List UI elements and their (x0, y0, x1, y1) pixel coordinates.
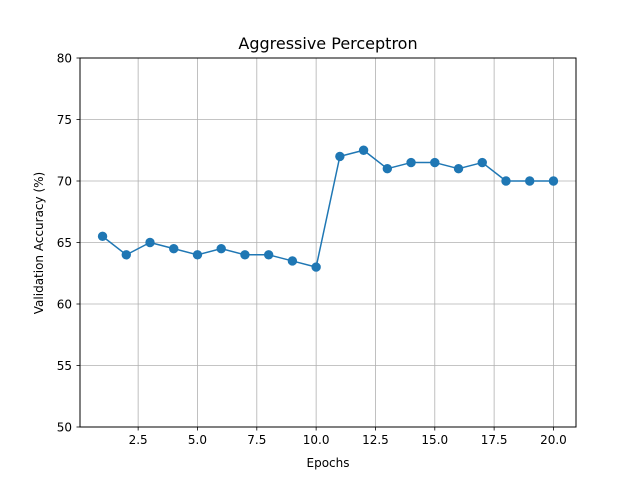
x-tick-label: 15.0 (421, 433, 448, 447)
y-tick-label: 60 (57, 298, 72, 312)
data-point (453, 164, 464, 174)
data-point (287, 256, 298, 266)
x-tick-label: 10.0 (303, 433, 330, 447)
data-point (311, 262, 321, 272)
data-point (121, 250, 131, 260)
x-tick-label: 17.5 (481, 433, 508, 447)
y-tick-label: 55 (57, 359, 72, 373)
data-point (216, 243, 226, 254)
y-axis-label: Validation Accuracy (%) (32, 172, 46, 314)
data-point (335, 151, 345, 162)
chart-labels: Aggressive Perceptron Epochs Validation … (32, 34, 418, 470)
x-tick-label: 2.5 (129, 433, 148, 447)
data-point (382, 164, 393, 174)
x-axis-label: Epochs (307, 456, 350, 470)
data-point (477, 157, 487, 168)
data-point (169, 243, 179, 254)
data-point (240, 250, 250, 260)
y-tick-label: 80 (57, 52, 72, 66)
x-tick-label: 5.0 (188, 433, 207, 447)
y-tick-label: 75 (57, 113, 72, 127)
chart-title: Aggressive Perceptron (238, 34, 417, 53)
data-point (501, 176, 511, 186)
data-point (358, 145, 369, 155)
y-tick-label: 70 (57, 175, 72, 189)
x-tick-label: 20.0 (540, 433, 567, 447)
data-point (430, 157, 440, 168)
x-tick-label: 12.5 (362, 433, 389, 447)
data-point (525, 176, 535, 186)
data-point (548, 176, 559, 186)
data-point (97, 231, 108, 242)
series-layer (97, 145, 559, 272)
data-point (263, 250, 274, 260)
y-tick-label: 50 (57, 421, 72, 435)
data-point (192, 250, 203, 260)
axes: 2.5 5.0 7.5 10.0 12.5 15.0 17.5 20.0 50 55 60 65 70 7… (57, 52, 577, 447)
y-tick-label: 65 (57, 236, 72, 250)
data-point (145, 237, 155, 248)
x-tick-label: 7.5 (247, 433, 266, 447)
data-point (406, 157, 416, 168)
